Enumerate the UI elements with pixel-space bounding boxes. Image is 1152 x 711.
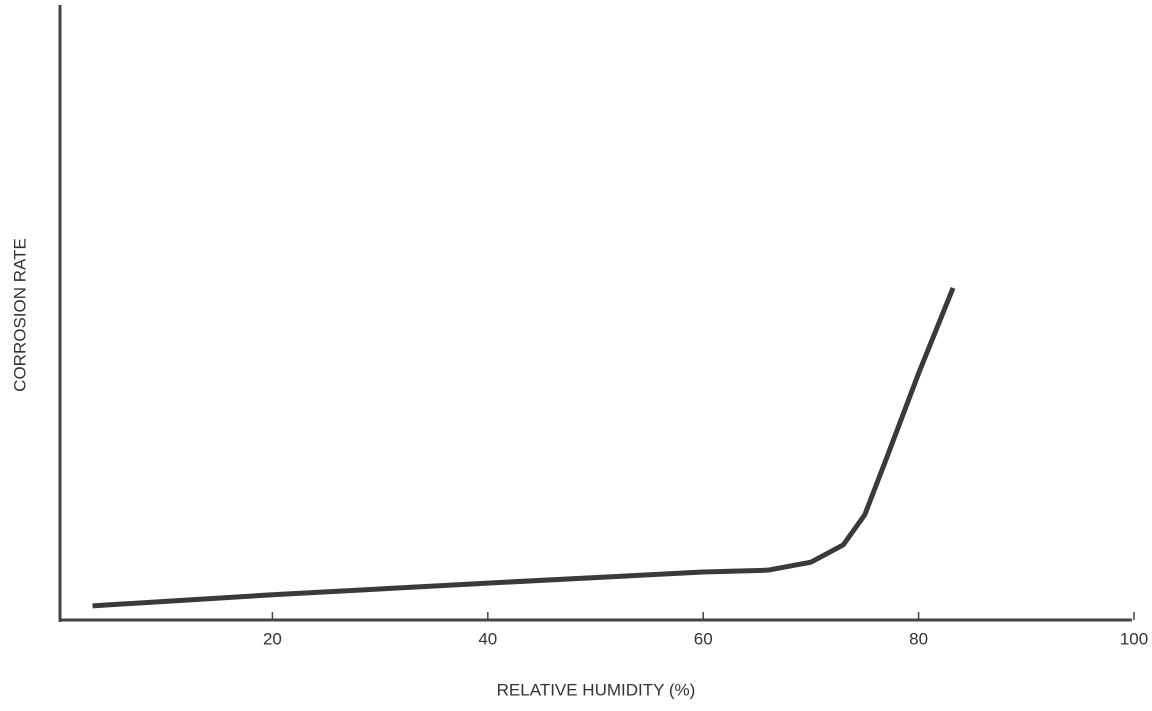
y-axis-label: CORROSION RATE <box>10 238 29 392</box>
x-tick-label: 60 <box>694 629 713 648</box>
x-tick-label: 20 <box>263 629 282 648</box>
curve <box>92 286 956 609</box>
x-axis-label: RELATIVE HUMIDITY (%) <box>497 680 696 699</box>
x-tick-label: 40 <box>478 629 497 648</box>
x-tick-label: 100 <box>1120 629 1148 648</box>
x-tick-label: 80 <box>909 629 928 648</box>
